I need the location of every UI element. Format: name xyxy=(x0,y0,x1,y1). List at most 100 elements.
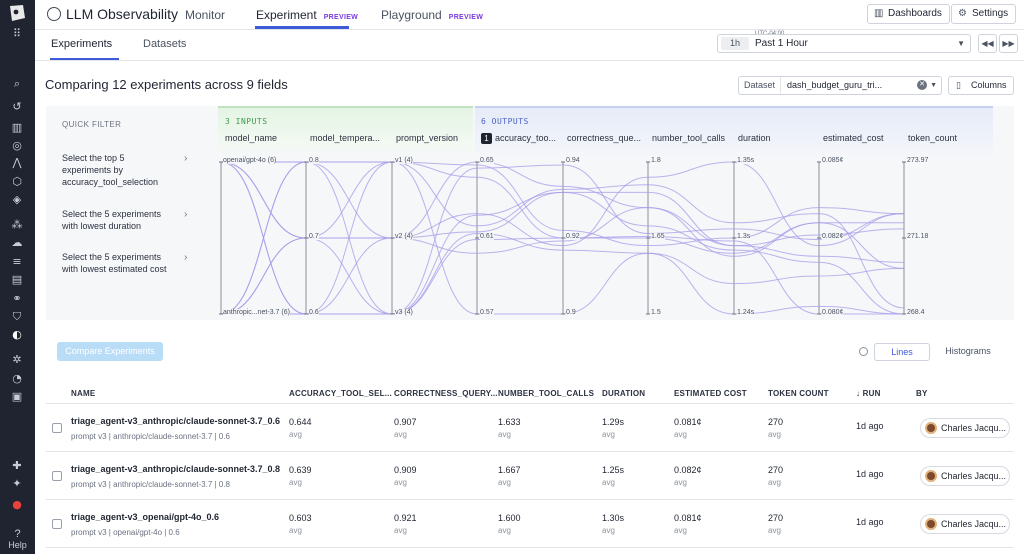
experiment-line[interactable] xyxy=(221,161,905,315)
cloud-icon[interactable]: ☁ xyxy=(11,236,23,249)
outputs-band xyxy=(475,106,993,158)
sort-rank-badge: 1 xyxy=(481,133,492,144)
apm-icon[interactable]: ⋀ xyxy=(12,156,22,169)
column-header-correctness[interactable]: CORRECTNESS_QUERY... xyxy=(394,389,498,398)
tab-experiments[interactable]: Experiments xyxy=(51,38,113,50)
step-forward-button[interactable]: ▶▶ xyxy=(999,34,1018,53)
axis-name[interactable]: prompt_version xyxy=(396,133,459,143)
search-icon[interactable]: ⌕ xyxy=(13,77,21,90)
user-avatar-icon[interactable]: ● xyxy=(12,498,22,511)
chevron-right-icon[interactable]: › xyxy=(184,252,188,263)
row-checkbox[interactable] xyxy=(52,471,62,481)
clear-icon[interactable]: ✕ xyxy=(917,80,927,90)
column-header-accuracy[interactable]: ACCURACY_TOOL_SEL... xyxy=(289,389,392,398)
dashboards-icon[interactable]: ▥ xyxy=(11,121,23,134)
quick-filter-top-accuracy[interactable]: Select the top 5 experiments by accuracy… xyxy=(62,153,159,187)
table-row[interactable]: triage_agent-v3_anthropic/claude-sonnet-… xyxy=(46,404,1014,452)
avatar xyxy=(925,422,937,434)
experiment-name[interactable]: triage_agent-v3_anthropic/claude-sonnet-… xyxy=(71,464,281,474)
recent-icon[interactable]: ↺ xyxy=(12,100,22,113)
dashboards-button[interactable]: ▥ Dashboards xyxy=(867,4,950,24)
experiment-line[interactable] xyxy=(220,161,905,315)
experiment-line[interactable] xyxy=(220,161,905,315)
network-icon[interactable]: ⚭ xyxy=(12,292,22,305)
cost-value: 0.082¢ xyxy=(674,465,702,475)
histograms-view-toggle[interactable]: Histograms xyxy=(945,346,991,356)
avatar xyxy=(925,470,937,482)
monitors-icon[interactable]: ◈ xyxy=(12,193,22,206)
logs-icon[interactable]: ≡ xyxy=(12,255,22,268)
column-header-name[interactable]: NAME xyxy=(71,389,96,398)
axis-name[interactable]: number_tool_calls xyxy=(652,133,726,143)
run-time: 1d ago xyxy=(856,517,884,527)
experiment-line[interactable] xyxy=(220,161,905,315)
table-row[interactable]: triage_agent-v3_anthropic/claude-sonnet-… xyxy=(46,452,1014,500)
gauge-icon[interactable]: ◔ xyxy=(12,372,22,385)
axis-tick-label: 0.7 xyxy=(309,233,319,240)
tab-playground[interactable]: Playground PREVIEW xyxy=(381,8,483,22)
llm-observability-icon[interactable]: ◐ xyxy=(12,328,22,341)
chevron-right-icon[interactable]: › xyxy=(184,153,188,164)
datadog-logo-icon[interactable] xyxy=(6,3,28,23)
security-icon[interactable]: ⛉ xyxy=(12,310,22,323)
quick-filter-lowest-duration[interactable]: Select the 5 experiments with lowest dur… xyxy=(62,209,162,231)
user-chip[interactable]: Charles Jacqu... xyxy=(920,466,1010,486)
notebook-icon[interactable]: ▤ xyxy=(11,273,23,286)
experiment-line[interactable] xyxy=(221,161,905,269)
tab-monitor[interactable]: Monitor xyxy=(185,8,225,22)
lines-view-toggle[interactable]: Lines xyxy=(874,343,930,361)
gear-icon: ⚙ xyxy=(958,8,967,19)
sparkle-icon[interactable]: ✦ xyxy=(12,477,22,490)
axis-name[interactable]: model_tempera... xyxy=(310,133,381,143)
chevron-right-icon[interactable]: › xyxy=(184,209,188,220)
column-header-estimated-cost[interactable]: ESTIMATED COST xyxy=(674,389,747,398)
table-row[interactable]: triage_agent-v3_openai/gpt-4o_0.6 prompt… xyxy=(46,500,1014,548)
watchdog-icon[interactable]: ◎ xyxy=(12,139,22,152)
axis-name[interactable]: duration xyxy=(738,133,771,143)
column-header-token-count[interactable]: TOKEN COUNT xyxy=(768,389,829,398)
row-checkbox[interactable] xyxy=(52,423,62,433)
axis-name[interactable]: correctness_que... xyxy=(567,133,642,143)
cost-value: 0.081¢ xyxy=(674,417,702,427)
compare-experiments-button[interactable]: Compare Experiments xyxy=(57,342,163,361)
apps-grid-icon[interactable]: ⠿ xyxy=(12,27,22,40)
column-header-by[interactable]: BY xyxy=(916,389,928,398)
synthetics-icon[interactable]: ▣ xyxy=(11,390,23,403)
step-back-button[interactable]: ◀◀ xyxy=(978,34,997,53)
time-range-selector[interactable]: 1h Past 1 Hour ▼ xyxy=(717,34,971,53)
axis-name[interactable]: estimated_cost xyxy=(823,133,884,143)
agg-label: avg xyxy=(289,478,302,487)
row-checkbox[interactable] xyxy=(52,519,62,529)
infrastructure-icon[interactable]: ⬡ xyxy=(12,175,22,188)
axis-name[interactable]: token_count xyxy=(908,133,958,143)
axis-tick-label: 268.4 xyxy=(907,309,925,316)
axis-name[interactable]: model_name xyxy=(225,133,278,143)
axis-tick-label: 1.8 xyxy=(651,157,661,164)
tab-datasets[interactable]: Datasets xyxy=(143,38,187,50)
experiment-name[interactable]: triage_agent-v3_anthropic/claude-sonnet-… xyxy=(71,416,281,426)
integrations-icon[interactable]: ⁂ xyxy=(11,218,23,231)
puzzle-icon[interactable]: ✚ xyxy=(12,459,22,472)
dataset-selector[interactable]: Dataset dash_budget_guru_tri... ✕ ▼ xyxy=(738,76,942,95)
axis-name[interactable]: 1 accuracy_too... xyxy=(481,133,556,144)
run-time: 1d ago xyxy=(856,469,884,479)
axis-tick-label: 0.8 xyxy=(309,157,319,164)
axis-tick-label: 0.57 xyxy=(480,309,494,316)
user-chip[interactable]: Charles Jacqu... xyxy=(920,514,1010,534)
experiment-name[interactable]: triage_agent-v3_openai/gpt-4o_0.6 xyxy=(71,512,220,522)
quick-filter-lowest-cost[interactable]: Select the 5 experiments with lowest est… xyxy=(62,252,167,274)
column-header-duration[interactable]: DURATION xyxy=(602,389,646,398)
columns-button[interactable]: ▯ Columns xyxy=(948,76,1014,95)
column-header-tool-calls[interactable]: NUMBER_TOOL_CALLS xyxy=(498,389,595,398)
accuracy-value: 0.644 xyxy=(289,417,312,427)
tab-experiment[interactable]: Experiment PREVIEW xyxy=(256,8,358,22)
agg-label: avg xyxy=(394,430,407,439)
axis-tick-label: 0.9 xyxy=(566,309,576,316)
help-link[interactable]: ? Help xyxy=(0,528,35,550)
settings-button[interactable]: ⚙ Settings xyxy=(951,4,1017,24)
palette-icon[interactable] xyxy=(859,347,868,356)
column-header-run[interactable]: ↓ RUN xyxy=(856,389,881,398)
bug-icon[interactable]: ✲ xyxy=(12,353,22,366)
user-chip[interactable]: Charles Jacqu... xyxy=(920,418,1010,438)
